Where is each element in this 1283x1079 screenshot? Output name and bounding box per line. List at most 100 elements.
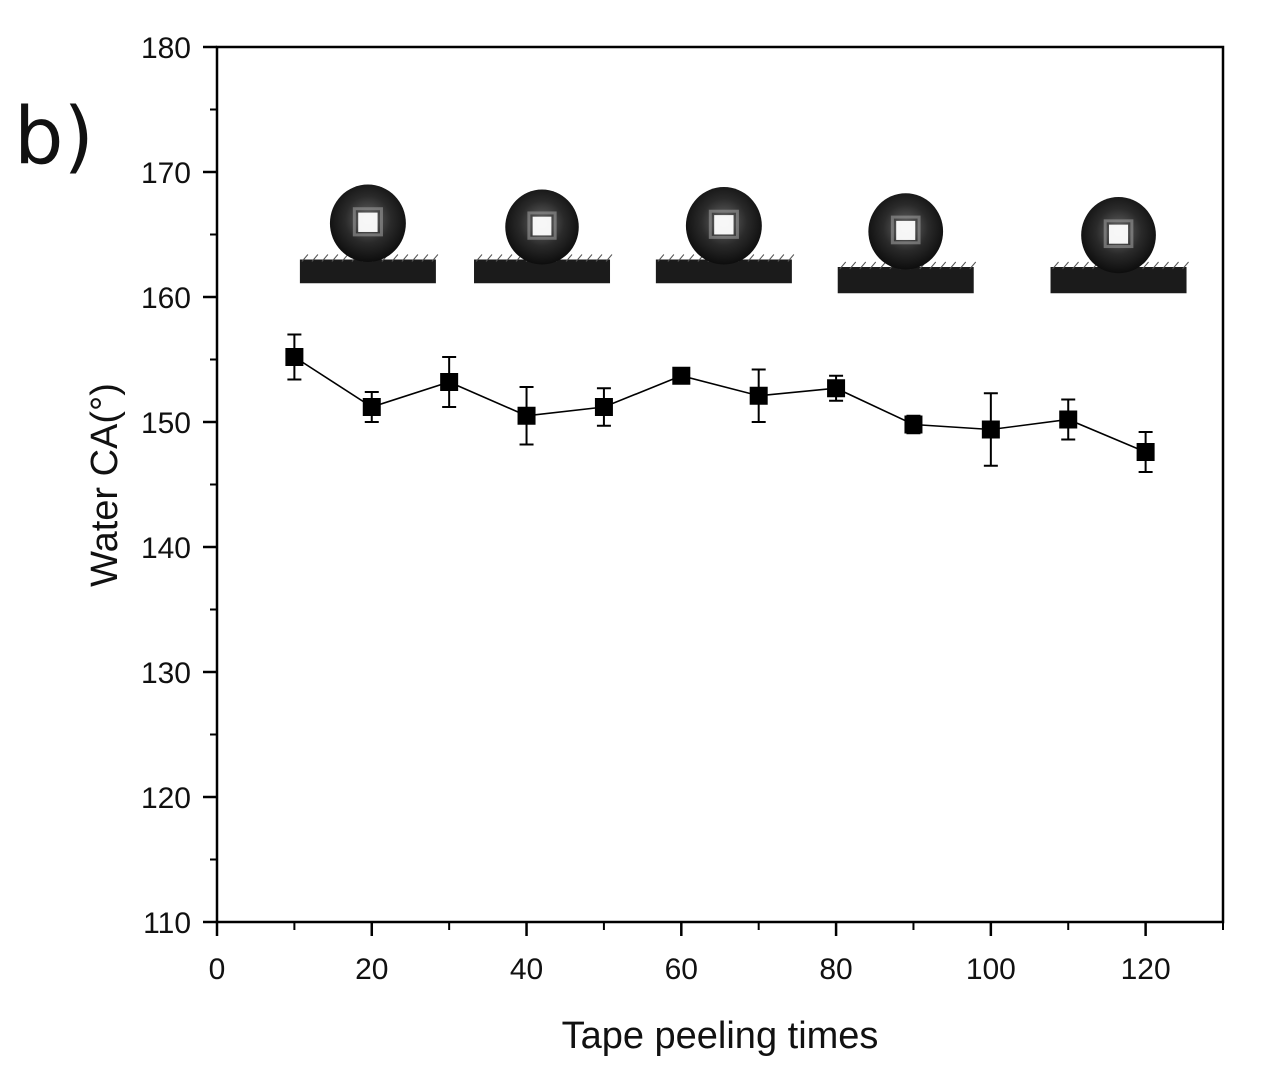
- substrate-fiber: [475, 254, 483, 262]
- substrate-fiber: [495, 254, 503, 262]
- substrate-fiber: [869, 261, 877, 270]
- x-tick-label: 0: [209, 953, 226, 986]
- substrate-fiber: [939, 261, 947, 270]
- substrate-fiber: [311, 254, 319, 262]
- substrate-fiber: [1062, 261, 1069, 270]
- y-tick-label: 120: [141, 782, 191, 815]
- x-tick-label: 120: [1121, 953, 1171, 986]
- substrate-fiber: [1182, 261, 1189, 270]
- substrate-fiber: [595, 254, 603, 262]
- y-tick-label: 130: [141, 657, 191, 690]
- substrate-fiber: [341, 254, 349, 262]
- substrate-fiber: [949, 261, 957, 270]
- substrate-fiber: [1072, 261, 1079, 270]
- substrate-fiber: [777, 254, 785, 262]
- droplet-highlight-halo: [708, 209, 739, 239]
- substrate-fiber: [667, 254, 675, 262]
- substrate-fiber: [1052, 261, 1059, 270]
- data-point: [517, 406, 536, 425]
- substrate-fiber: [565, 254, 573, 262]
- y-tick-label: 170: [141, 157, 191, 190]
- x-tick-label: 60: [665, 953, 698, 986]
- y-tick-label: 160: [141, 282, 191, 315]
- data-point: [440, 373, 459, 391]
- substrate-fiber: [505, 254, 513, 262]
- droplet-highlight: [358, 212, 378, 232]
- substrate-fiber: [485, 254, 493, 262]
- substrate-fiber: [657, 254, 665, 262]
- data-point: [981, 420, 1000, 439]
- data-series: [285, 333, 1155, 473]
- substrate-fiber: [301, 254, 309, 262]
- substrate-fiber: [575, 254, 583, 262]
- substrate-fiber: [879, 261, 887, 270]
- y-tick-label: 140: [141, 532, 191, 565]
- substrate-fiber: [1162, 261, 1169, 270]
- droplet-highlight-halo: [1103, 219, 1134, 249]
- substrate-fiber: [431, 254, 439, 262]
- data-point: [285, 348, 304, 366]
- y-tick-label: 110: [143, 907, 191, 940]
- droplet-highlight-halo: [352, 207, 383, 237]
- substrate-fiber: [839, 261, 847, 270]
- substrate-fiber: [1142, 261, 1149, 270]
- droplet-substrate: [299, 259, 436, 284]
- substrate-fiber: [321, 254, 329, 262]
- substrate-fiber: [767, 254, 775, 262]
- substrate-fiber: [1152, 261, 1159, 270]
- y-tick-label: 180: [141, 32, 191, 65]
- droplet-substrate: [837, 267, 974, 294]
- substrate-fiber: [687, 254, 695, 262]
- droplet-image: [1050, 197, 1189, 294]
- series-line: [293, 356, 1146, 453]
- substrate-fiber: [747, 254, 755, 262]
- droplet-image: [655, 187, 795, 284]
- x-tick-label: 80: [819, 953, 852, 986]
- substrate-fiber: [401, 254, 409, 262]
- data-point: [749, 386, 768, 405]
- data-point: [1136, 443, 1155, 461]
- substrate-fiber: [411, 254, 419, 262]
- data-point: [362, 398, 381, 416]
- substrate-fiber: [959, 261, 967, 270]
- substrate-fiber: [585, 254, 593, 262]
- droplet-highlight: [896, 220, 916, 240]
- droplet-highlight-halo: [527, 211, 557, 240]
- droplet-image: [474, 189, 613, 284]
- substrate-fiber: [849, 261, 857, 270]
- droplet-substrate: [655, 259, 792, 284]
- droplet-image: [299, 184, 439, 284]
- plot-frame: [215, 45, 1225, 924]
- data-point: [1059, 410, 1078, 429]
- substrate-fiber: [859, 261, 867, 270]
- substrate-fiber: [1172, 261, 1179, 270]
- substrate-fiber: [677, 254, 685, 262]
- substrate-fiber: [969, 261, 977, 270]
- droplet-highlight: [714, 215, 734, 235]
- inset-images: [299, 184, 1189, 294]
- substrate-fiber: [331, 254, 339, 262]
- substrate-fiber: [1082, 261, 1089, 270]
- data-point: [827, 379, 846, 398]
- data-point: [672, 366, 691, 385]
- data-point: [904, 415, 923, 434]
- data-point: [594, 398, 613, 416]
- droplet-substrate: [474, 259, 611, 284]
- substrate-fiber: [787, 254, 795, 262]
- substrate-fiber: [929, 261, 937, 270]
- droplet-highlight-halo: [890, 215, 921, 245]
- droplet-image: [837, 193, 977, 294]
- y-tick-label: 150: [141, 407, 191, 440]
- droplet-highlight: [1108, 224, 1129, 244]
- y-axis-title: Water CA(°): [84, 383, 126, 587]
- x-tick-label: 100: [966, 953, 1016, 986]
- panel-label: b): [14, 92, 94, 182]
- x-tick-label: 20: [355, 953, 388, 986]
- droplet-highlight: [532, 216, 552, 236]
- x-axis-title: Tape peeling times: [562, 1015, 879, 1057]
- x-tick-label: 40: [510, 953, 543, 986]
- axes: 110 120 130 140 150 160 170 180 0 20 40 60 80 100 120: [141, 32, 1225, 986]
- substrate-fiber: [421, 254, 429, 262]
